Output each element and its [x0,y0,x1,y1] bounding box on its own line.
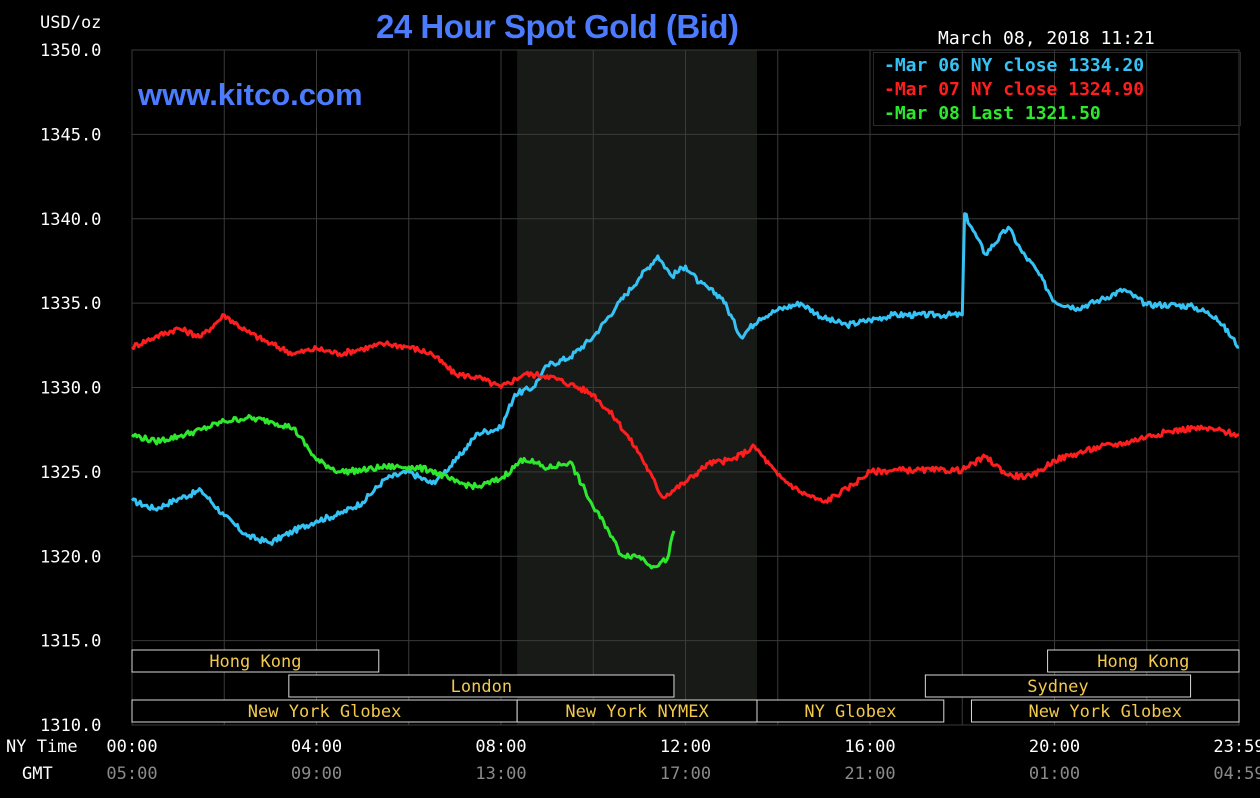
market-session-bar [1047,649,1240,673]
legend-entry-mar08: -Mar 08 Last 1321.50 [884,103,1101,124]
x-tick-label-gmt: 01:00 [1029,764,1080,784]
legend-entry-mar06: -Mar 06 NY close 1334.20 [884,55,1144,76]
legend-entry-mar07: -Mar 07 NY close 1324.90 [884,79,1144,100]
y-tick-label: 1335.0 [40,294,101,314]
y-tick-label: 1350.0 [40,41,101,61]
x-tick-label-gmt: 13:00 [475,764,526,784]
y-tick-label: 1330.0 [40,379,101,399]
market-session-bar [924,674,1192,698]
legend-label: Mar 08 Last 1321.50 [894,103,1101,124]
x-tick-label-gmt: 17:00 [660,764,711,784]
series-line-mar06 [130,212,1240,546]
timestamp: March 08, 2018 11:21 [938,28,1155,49]
market-session-label: Hong Kong [1097,652,1189,672]
y-tick-label: 1320.0 [40,547,101,567]
y-tick-label: 1340.0 [40,210,101,230]
x-tick-label-ny: 16:00 [844,737,895,757]
x-tick-label-ny: 00:00 [106,737,157,757]
y-tick-label: 1325.0 [40,463,101,483]
y-tick-label: 1310.0 [40,716,101,736]
ny-time-row-label: NY Time [6,737,78,757]
market-session-label: NY Globex [804,702,896,722]
x-tick-label-gmt: 21:00 [844,764,895,784]
market-session-label: Sydney [1027,677,1088,697]
market-session-label: London [451,677,512,697]
market-session-bar [756,699,945,723]
legend: -Mar 06 NY close 1334.20 -Mar 07 NY clos… [873,52,1241,126]
x-tick-label-gmt: 05:00 [106,764,157,784]
x-tick-label-gmt: 04:59 [1213,764,1260,784]
site-watermark: www.kitco.com [138,77,363,112]
market-session-bar [131,649,380,673]
series-line-mar07 [130,313,1240,504]
plot-frame [131,49,1240,726]
series-line-mar08 [131,414,676,570]
x-tick-label-ny: 08:00 [475,737,526,757]
chart-title: 24 Hour Spot Gold (Bid) [376,8,739,45]
market-session-label: New York Globex [1028,702,1182,722]
legend-label: Mar 07 NY close 1324.90 [894,79,1145,100]
y-axis-unit-label: USD/oz [40,13,102,33]
x-tick-label-ny: 12:00 [660,737,711,757]
legend-label: Mar 06 NY close 1334.20 [894,55,1145,76]
y-tick-label: 1345.0 [40,125,101,145]
legend-swatch: - [884,55,895,76]
market-session-label: Hong Kong [209,652,301,672]
y-tick-label: 1315.0 [40,632,101,652]
x-tick-label-gmt: 09:00 [291,764,342,784]
x-tick-label-ny: 23:59 [1213,737,1260,757]
x-tick-label-ny: 20:00 [1029,737,1080,757]
market-session-label: New York NYMEX [565,702,709,722]
market-session-label: New York Globex [248,702,402,722]
market-session-bar [970,699,1240,723]
legend-swatch: - [884,79,895,100]
legend-swatch: - [884,103,895,124]
market-session-bar [288,674,675,698]
gmt-row-label: GMT [22,764,53,784]
x-tick-label-ny: 04:00 [291,737,342,757]
